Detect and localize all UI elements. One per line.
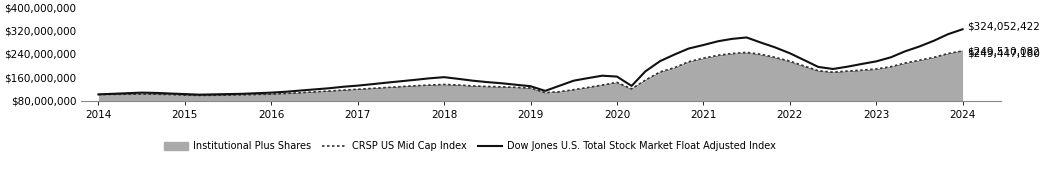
- Text: $324,052,422: $324,052,422: [967, 22, 1040, 32]
- Legend: Institutional Plus Shares, CRSP US Mid Cap Index, Dow Jones U.S. Total Stock Mar: Institutional Plus Shares, CRSP US Mid C…: [159, 138, 780, 155]
- Text: $249,447,180: $249,447,180: [967, 48, 1040, 58]
- Text: $249,510,082: $249,510,082: [967, 46, 1040, 56]
